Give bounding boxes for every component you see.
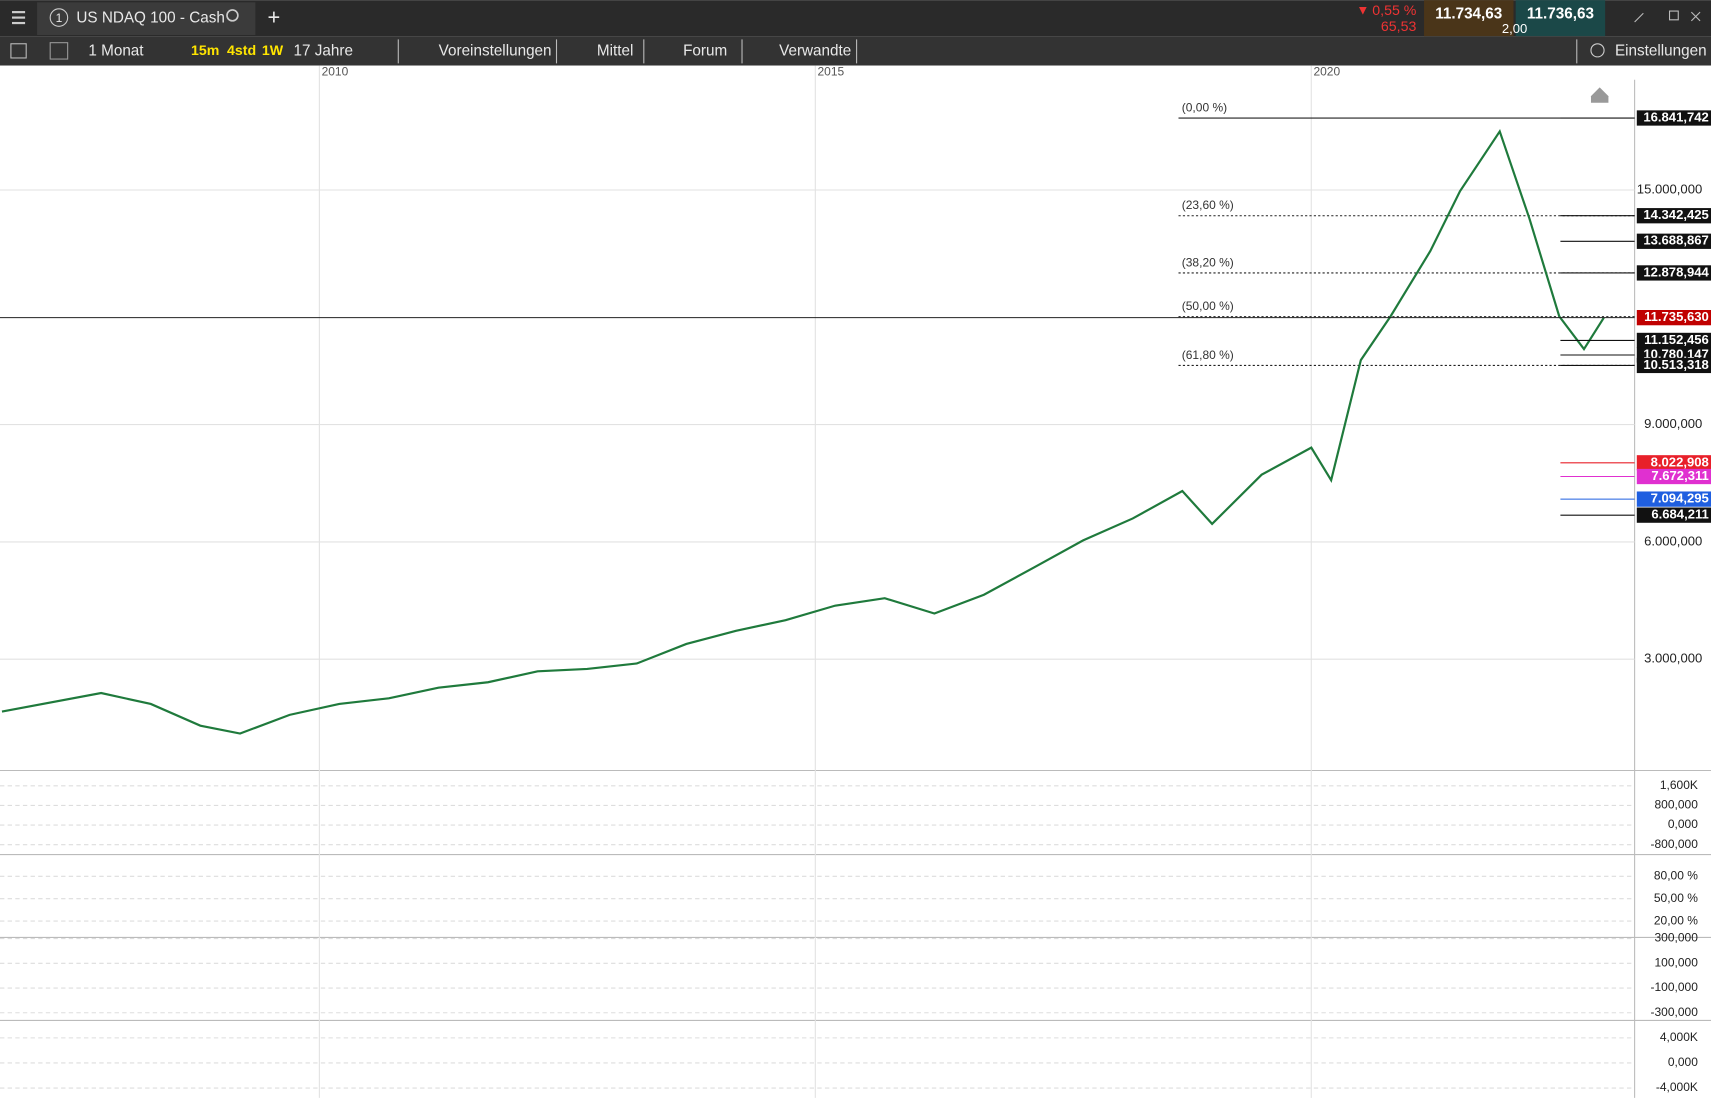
fib-label: (38,20 %) [1182,255,1234,269]
indicator-tick-label: 0,000 [1668,817,1698,831]
price-tag [1636,233,1711,249]
settings[interactable]: Einstellungen [1615,42,1707,59]
change-abs: 65,53 [1381,19,1417,35]
indicator-tick-label: -800,000 [1651,837,1699,851]
ask: 11.736,63 [1527,5,1594,22]
price-tag [1636,507,1711,523]
price-tag-label: 11.152,456 [1644,332,1709,347]
fib-label: (0,00 %) [1182,100,1227,114]
indicator-tick-label: 1,600K [1660,778,1698,792]
settings-icon[interactable] [1590,43,1605,58]
x-tick-label: 2010 [322,64,349,78]
tab-badge [49,8,69,27]
fib-label: (23,60 %) [1182,198,1234,212]
y-tick-label: 6.000,000 [1644,533,1702,548]
price-tag [1636,455,1711,471]
price-tag-label: 14.342,425 [1643,207,1708,222]
pane-separators [0,79,1711,1098]
price-tag-label: 8.022,908 [1651,454,1709,469]
price-tag [1636,208,1711,224]
x-tick-label: 2020 [1313,64,1340,78]
range[interactable]: 17 Jahre [294,42,353,59]
forum[interactable]: Forum [683,42,727,59]
fib-label: (50,00 %) [1182,299,1234,313]
indicator-tick-label: -300,000 [1651,1005,1699,1019]
price-tag-label: 7.672,311 [1651,468,1708,483]
instrument-tab[interactable] [37,2,256,36]
bid-box[interactable] [1424,0,1514,37]
price-tag [1636,332,1711,349]
x-tick-label: 2015 [818,64,845,78]
price-tag [1636,357,1711,374]
indicator-tick-label: 80,00 % [1654,869,1698,883]
toolbar-separators [397,39,1578,64]
price-tag-label: 10.780,147 [1643,346,1708,361]
presets[interactable]: Voreinstellungen [439,42,552,59]
ask-box[interactable] [1515,0,1606,37]
price-tag-label: 7.094,295 [1651,491,1709,506]
change-pct: 0,55 % [1372,3,1417,19]
instrument-name: US NDAQ 100 - Cash [76,10,224,27]
search-icon[interactable] [226,9,239,22]
price-tag-label: 6.684,211 [1651,507,1708,522]
price-tag-label: 11.735,630 [1644,309,1709,324]
menu-icon[interactable] [12,11,26,25]
tab-number: 1 [56,11,63,25]
home-icon[interactable] [1590,87,1609,103]
fib-label: (61,80 %) [1182,348,1234,362]
price-tag-label: 12.878,944 [1643,264,1709,279]
period[interactable]: 1 Monat [88,42,144,59]
tool-bar [0,36,1711,66]
bid: 11.734,63 [1435,5,1502,22]
indicator-tick-label: 800,000 [1655,798,1699,812]
indicator-tick-label: 50,00 % [1654,891,1698,905]
price-tag-label: 16.841,742 [1643,109,1708,124]
price-tag [1636,310,1711,326]
indicator-tick-label: 0,000 [1668,1055,1698,1069]
spread: 2,00 [1502,21,1527,36]
quick-4std[interactable]: 4std [227,43,256,59]
price-tag [1636,491,1711,507]
indicator-tick-label: 20,00 % [1654,913,1698,927]
average[interactable]: Mittel [597,42,633,59]
quick-1w[interactable]: 1W [262,43,284,59]
indicator-tick-label: 4,000K [1660,1030,1698,1044]
y-tick-label: 3.000,000 [1644,651,1702,666]
price-line [1,128,1605,735]
indicator-tick-label: 100,000 [1655,955,1699,969]
list-icon[interactable] [10,43,27,59]
price-tag [1636,110,1711,126]
price-tag [1636,265,1711,281]
indicator-tick-label: -4,000K [1656,1080,1698,1094]
add-tab[interactable]: + [268,4,281,29]
y-tick-label: 9.000,000 [1644,416,1702,431]
down-arrow: ▼ [1356,2,1369,17]
related[interactable]: Verwandte [779,42,851,59]
y-tick-label: 15.000,000 [1637,181,1702,196]
time-axis [0,65,1711,80]
window-icons[interactable] [1634,10,1701,23]
price-tag-label: 13.688,867 [1643,233,1708,248]
layout-icon[interactable] [49,42,69,60]
indicator-tick-label: -100,000 [1651,980,1699,994]
price-tag-label: 10.513,318 [1643,357,1708,372]
indicator-tick-label: 300,000 [1655,931,1699,945]
price-tag [1636,468,1711,485]
quick-15m[interactable]: 15m [191,43,219,59]
